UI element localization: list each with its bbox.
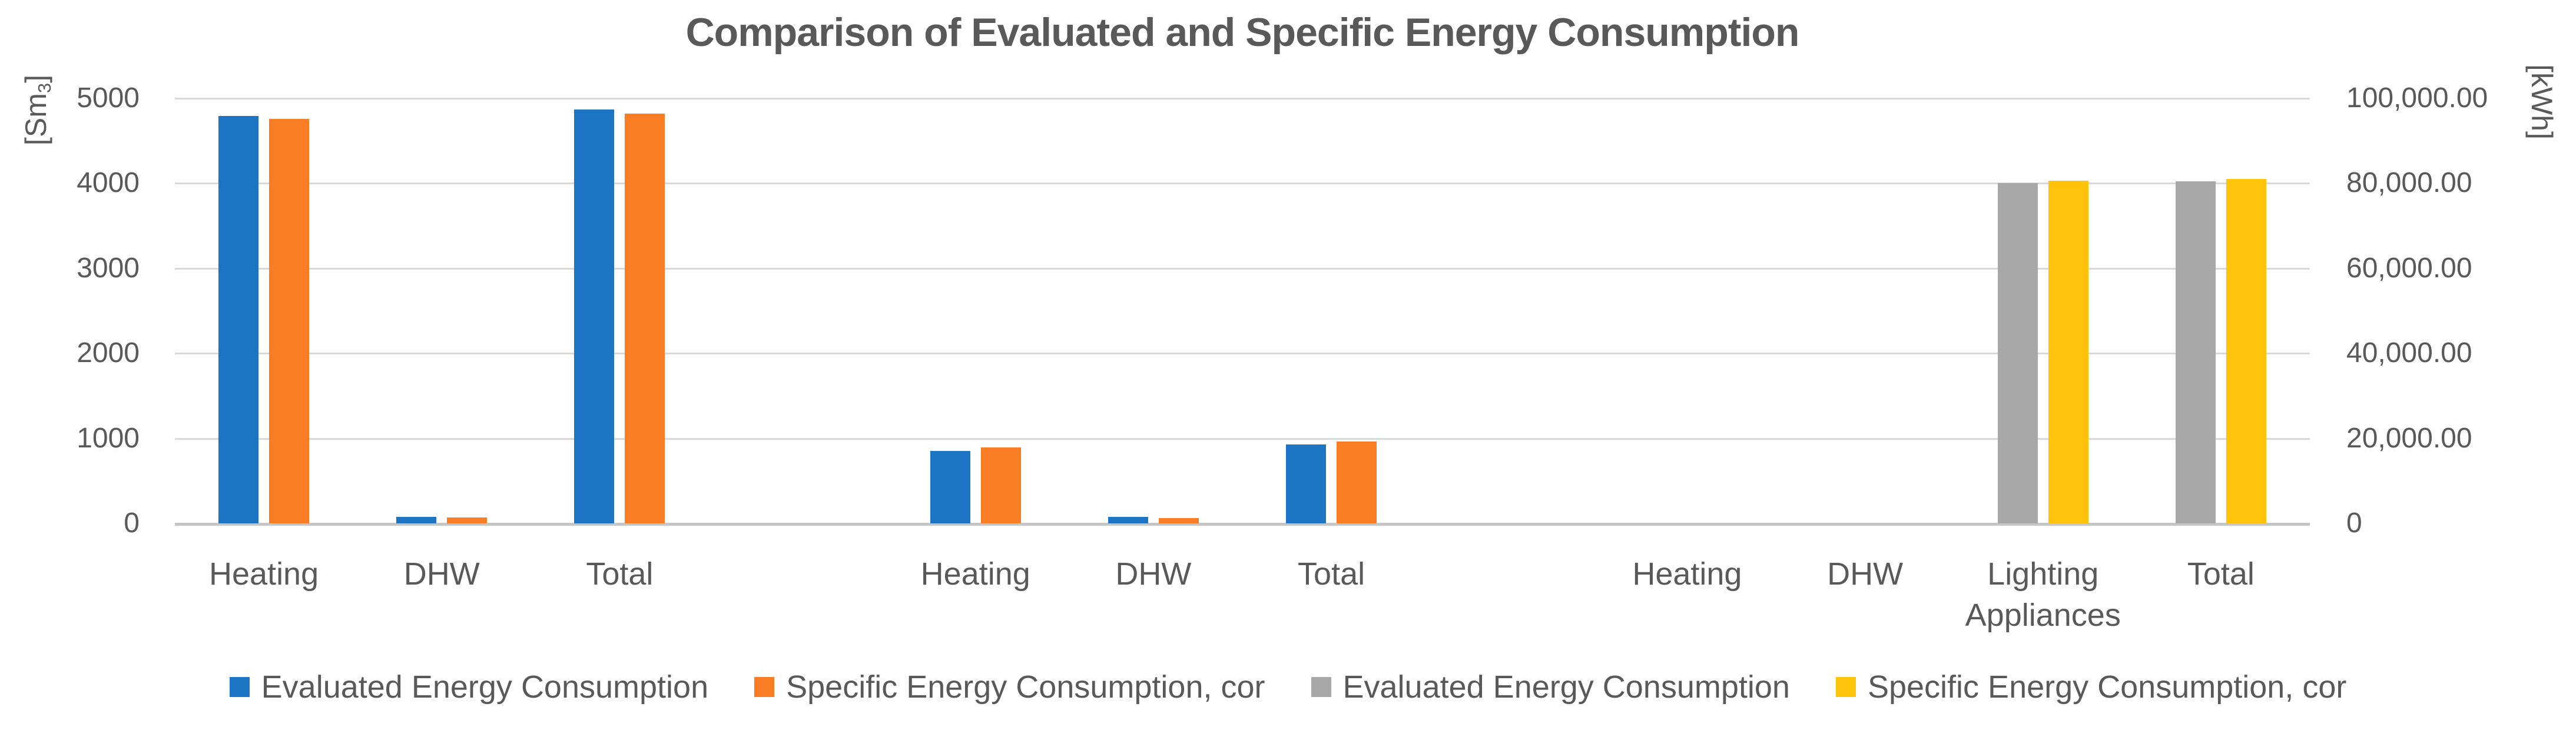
bar-heating <box>269 119 310 523</box>
right-axis-tick: 60,000.00 <box>2346 252 2472 284</box>
left-axis-tick: 3000 <box>77 252 140 284</box>
category-label-dhw: DHW <box>1115 556 1192 592</box>
legend-swatch-blue <box>229 677 250 697</box>
legend-label: Evaluated Energy Consumption <box>261 669 709 705</box>
legend: Evaluated Energy Consumption Specific En… <box>0 669 2576 705</box>
legend-label: Specific Energy Consumption, cor <box>786 669 1265 705</box>
left-axis-tick: 0 <box>124 507 140 539</box>
chart-title: Comparison of Evaluated and Specific Ene… <box>685 10 1800 55</box>
legend-label: Specific Energy Consumption, cor <box>1867 669 2347 705</box>
gridline <box>175 267 2310 270</box>
right-axis-unit-label: [kWh] <box>2525 64 2558 140</box>
category-label-lighting-appliances: Lighting Appliances <box>1965 556 2121 633</box>
legend-entry: Specific Energy Consumption, cor <box>1835 669 2347 705</box>
bar-dhw <box>1108 517 1148 523</box>
category-label-dhw: DHW <box>403 556 480 592</box>
left-axis-tick: 2000 <box>77 337 140 369</box>
legend-entry: Evaluated Energy Consumption <box>229 669 709 705</box>
bar-total <box>625 113 665 523</box>
category-label-total: Total <box>1298 556 1365 592</box>
right-axis-tick: 40,000.00 <box>2346 337 2472 369</box>
left-unit-bracket: ] <box>19 74 52 83</box>
bar-heating <box>980 447 1021 523</box>
gridline <box>175 182 2310 185</box>
legend-entry: Evaluated Energy Consumption <box>1311 669 1790 705</box>
legend-label: Evaluated Energy Consumption <box>1342 669 1790 705</box>
legend-entry: Specific Energy Consumption, cor <box>754 669 1265 705</box>
right-axis-tick: 80,000.00 <box>2346 167 2472 199</box>
gridline <box>175 437 2310 440</box>
legend-swatch-gray <box>1311 677 1331 697</box>
category-label-heating: Heating <box>920 556 1030 592</box>
left-axis-tick: 5000 <box>77 82 140 114</box>
left-axis-tick: 4000 <box>77 167 140 199</box>
bar-total <box>1337 441 1377 523</box>
bar-dhw <box>447 517 488 523</box>
bar-dhw <box>1158 517 1199 523</box>
right-axis-tick: 20,000.00 <box>2346 422 2472 454</box>
right-axis-tick: 0 <box>2346 507 2362 539</box>
bar-total <box>2175 181 2216 523</box>
gridline <box>175 353 2310 355</box>
bar-lighting-appliances <box>2048 181 2088 523</box>
bar-total <box>2226 179 2266 523</box>
category-label-total: Total <box>2187 556 2255 592</box>
gridline <box>175 98 2310 99</box>
left-axis-tick: 1000 <box>77 422 140 454</box>
legend-swatch-yellow <box>1835 677 1856 697</box>
category-label-total: Total <box>586 556 654 592</box>
bar-dhw <box>396 517 437 523</box>
bar-heating <box>930 450 970 523</box>
x-axis-line <box>175 523 2310 526</box>
bar-heating <box>218 116 259 523</box>
category-label-heating: Heating <box>209 556 319 592</box>
bar-lighting-appliances <box>1997 182 2038 523</box>
bar-total <box>574 110 615 523</box>
category-label-dhw: DHW <box>1827 556 1904 592</box>
legend-swatch-orange <box>754 677 775 697</box>
category-label-heating: Heating <box>1632 556 1742 592</box>
right-axis-tick: 100,000.00 <box>2346 82 2488 114</box>
bar-total <box>1286 444 1327 523</box>
